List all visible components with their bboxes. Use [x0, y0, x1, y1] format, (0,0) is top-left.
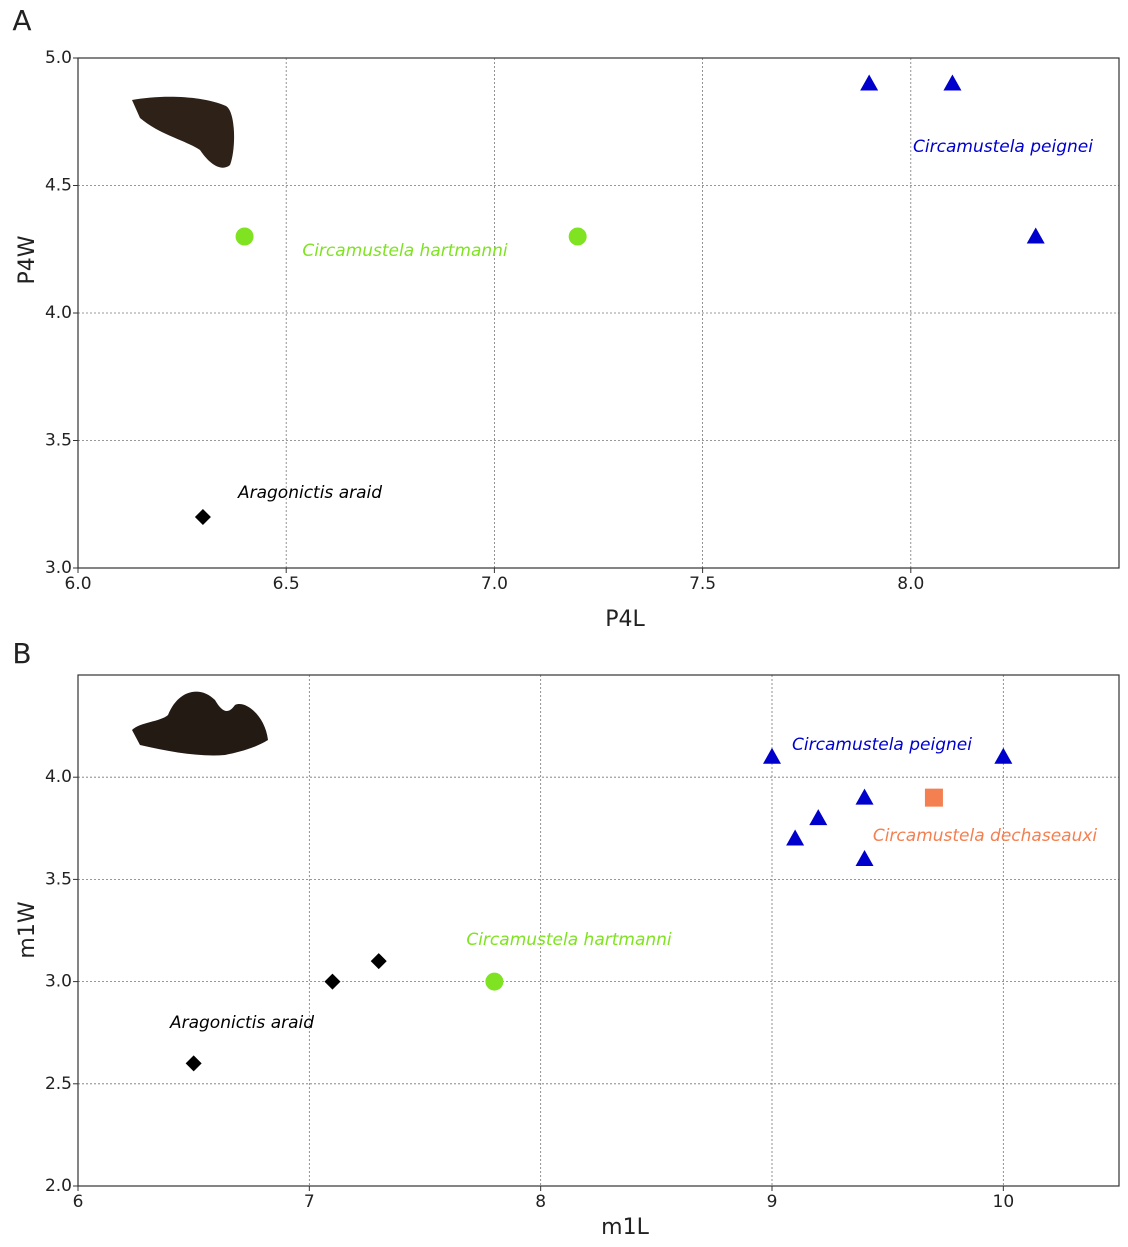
x-tick-label: 9	[767, 1192, 778, 1212]
point	[485, 972, 504, 991]
point	[568, 227, 587, 246]
point	[943, 74, 962, 91]
series-label: Circamustela dechaseauxi	[873, 826, 1098, 846]
x-tick-label: 6.0	[64, 574, 91, 594]
point	[763, 747, 781, 764]
series-label: Circamustela hartmanni	[466, 930, 672, 950]
tooth-image	[132, 96, 235, 168]
point	[855, 849, 874, 866]
x-tick-label: 8.0	[897, 574, 924, 594]
y-tick-label: 2.5	[45, 1074, 72, 1094]
y-tick-label: 4.0	[45, 767, 72, 787]
series-label: Circamustela peignei	[792, 735, 972, 755]
point	[786, 829, 805, 846]
x-axis-label: P4L	[605, 607, 645, 632]
x-tick-label: 7.5	[689, 574, 716, 594]
y-tick-label: 3.0	[45, 558, 72, 578]
y-axis-label: P4W	[15, 235, 40, 284]
x-tick-label: 6.5	[273, 574, 300, 594]
point	[860, 74, 879, 91]
point	[194, 509, 211, 525]
x-axis-label: m1L	[601, 1215, 649, 1240]
point	[924, 788, 943, 807]
x-tick-label: 8	[535, 1192, 546, 1212]
series-label: Circamustela peignei	[913, 137, 1093, 157]
y-tick-label: 5.0	[45, 48, 72, 68]
plot-frame	[77, 57, 1120, 569]
y-tick-label: 3.0	[45, 972, 72, 992]
panel-label: A	[12, 4, 31, 37]
y-tick-label: 3.5	[45, 869, 72, 889]
point	[994, 747, 1013, 764]
point	[235, 227, 254, 246]
x-tick-label: 6	[73, 1192, 84, 1212]
panel-label: B	[12, 637, 31, 670]
y-axis-label: m1W	[15, 901, 40, 958]
y-tick-label: 4.5	[45, 176, 72, 196]
y-tick-label: 2.0	[45, 1176, 72, 1196]
series-label: Aragonictis araid	[237, 483, 382, 503]
series-label: Aragonictis araid	[169, 1013, 314, 1033]
tooth-image	[132, 691, 268, 756]
y-tick-label: 3.5	[45, 431, 72, 451]
plot-frame	[77, 674, 1120, 1187]
x-tick-label: 7.0	[481, 574, 508, 594]
point	[324, 973, 341, 990]
series-label: Circamustela hartmanni	[302, 241, 508, 261]
point	[370, 953, 387, 970]
point	[185, 1055, 202, 1072]
x-tick-label: 7	[304, 1192, 315, 1212]
point	[855, 788, 874, 805]
y-tick-label: 4.0	[45, 303, 72, 323]
x-tick-label: 10	[993, 1192, 1015, 1212]
point	[1026, 227, 1045, 244]
point	[809, 809, 828, 826]
